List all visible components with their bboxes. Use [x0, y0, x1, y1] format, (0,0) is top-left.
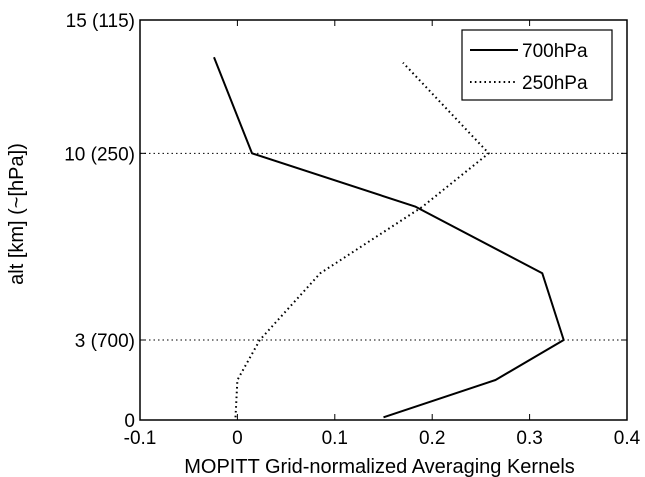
- series-line-250hPa: [234, 62, 490, 418]
- x-tick-label: 0.4: [614, 428, 641, 449]
- y-axis-label: alt [km] (~[hPa]): [6, 143, 28, 285]
- y-tick-label: 15 (115): [66, 11, 135, 32]
- series-line-700hPa: [213, 56, 565, 419]
- y-tick-label: 0: [124, 411, 135, 432]
- x-tick-label: 0.1: [322, 428, 348, 449]
- legend: 700hPa 250hPa: [461, 29, 613, 101]
- x-tick-label: 0.3: [516, 428, 542, 449]
- legend-label-250hPa: 250hPa: [522, 73, 588, 94]
- x-tick-label: -0.1: [124, 428, 157, 449]
- grid-lines: [140, 152, 627, 341]
- y-tick-label: 10 (250): [64, 144, 135, 165]
- axis-ticks: -0.1 0 0.1 0.2 0.3 0.403 (700)10 (250)15 (115…: [64, 11, 640, 449]
- plot-frame: [139, 19, 628, 421]
- legend-label-700hPa: 700hPa: [522, 41, 588, 62]
- y-tick-label: 3 (700): [75, 331, 135, 352]
- x-axis-label: MOPITT Grid-normalized Averaging Kernels: [184, 456, 575, 477]
- x-tick-label: 0.2: [419, 428, 445, 449]
- series-lines: [213, 56, 565, 419]
- x-tick-label: 0: [232, 428, 243, 449]
- legend-box: [461, 29, 613, 101]
